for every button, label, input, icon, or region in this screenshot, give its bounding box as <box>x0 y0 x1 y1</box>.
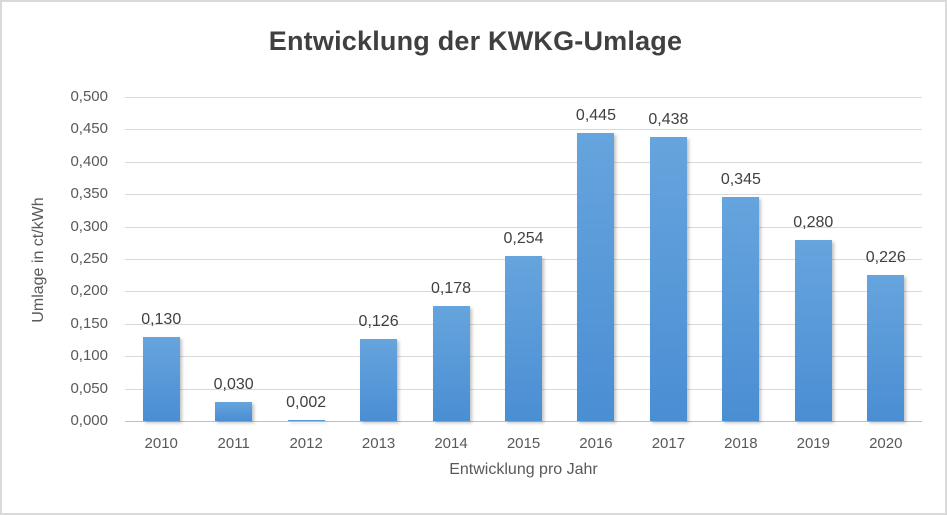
x-axis-title: Entwicklung pro Jahr <box>449 461 598 478</box>
bar-2011 <box>215 401 253 421</box>
x-tick-label: 2012 <box>289 435 323 452</box>
y-tick-label: 0,350 <box>70 185 108 203</box>
x-tick-label: 2017 <box>651 435 686 452</box>
x-tick-label: 2014 <box>434 435 468 452</box>
gridline <box>125 161 922 163</box>
x-tick-label: 2013 <box>361 435 396 452</box>
gridline <box>125 97 922 98</box>
y-tick-label: 0,500 <box>70 88 108 105</box>
bar-value-label: 0,030 <box>213 375 254 393</box>
bar-value-label: 0,445 <box>575 106 616 124</box>
bar-value-label: 0,126 <box>358 313 399 331</box>
x-tick-label: 2010 <box>144 435 178 452</box>
bar-2019 <box>794 239 832 421</box>
bar-2016 <box>577 132 615 421</box>
gridline <box>125 129 922 131</box>
y-tick-label: 0,100 <box>70 347 108 365</box>
bar-2015 <box>505 256 542 421</box>
plot-area <box>125 97 922 422</box>
bar-2013 <box>360 339 398 421</box>
chart-title: Entwicklung der KWKG-Umlage <box>268 26 683 56</box>
bar-2014 <box>432 305 470 421</box>
bar-2018 <box>722 197 760 421</box>
x-tick-label: 2020 <box>869 435 903 452</box>
x-tick-label: 2019 <box>796 435 830 452</box>
y-tick-label: 0,300 <box>70 217 108 235</box>
y-tick-label: 0,200 <box>70 282 108 300</box>
x-tick-label: 2015 <box>506 435 541 452</box>
bar-2010 <box>142 336 180 421</box>
bar-value-label: 0,130 <box>141 310 182 328</box>
bar-value-label: 0,226 <box>865 248 906 266</box>
x-tick-label: 2018 <box>724 435 758 452</box>
bar-value-label: 0,002 <box>286 393 327 411</box>
bar-2020 <box>867 274 905 421</box>
bar-value-label: 0,345 <box>720 171 761 189</box>
y-tick-label: 0,250 <box>70 250 108 267</box>
bar-value-label: 0,254 <box>503 230 544 248</box>
y-tick-label: 0,400 <box>70 152 108 170</box>
bar-value-label: 0,178 <box>431 279 472 297</box>
gridline <box>125 194 922 196</box>
bar-2017 <box>649 137 687 421</box>
y-tick-label: 0,000 <box>70 412 108 429</box>
x-tick-label: 2016 <box>579 435 613 452</box>
x-axis-line <box>125 421 922 422</box>
gridline <box>125 226 922 228</box>
bar-value-label: 0,280 <box>793 213 834 231</box>
bar-2012 <box>287 419 325 421</box>
x-tick-label: 2011 <box>217 435 250 452</box>
y-tick-label: 0,150 <box>70 314 108 332</box>
bar-value-label: 0,438 <box>648 111 689 129</box>
y-tick-label: 0,050 <box>70 379 108 397</box>
y-tick-label: 0,450 <box>70 120 108 138</box>
